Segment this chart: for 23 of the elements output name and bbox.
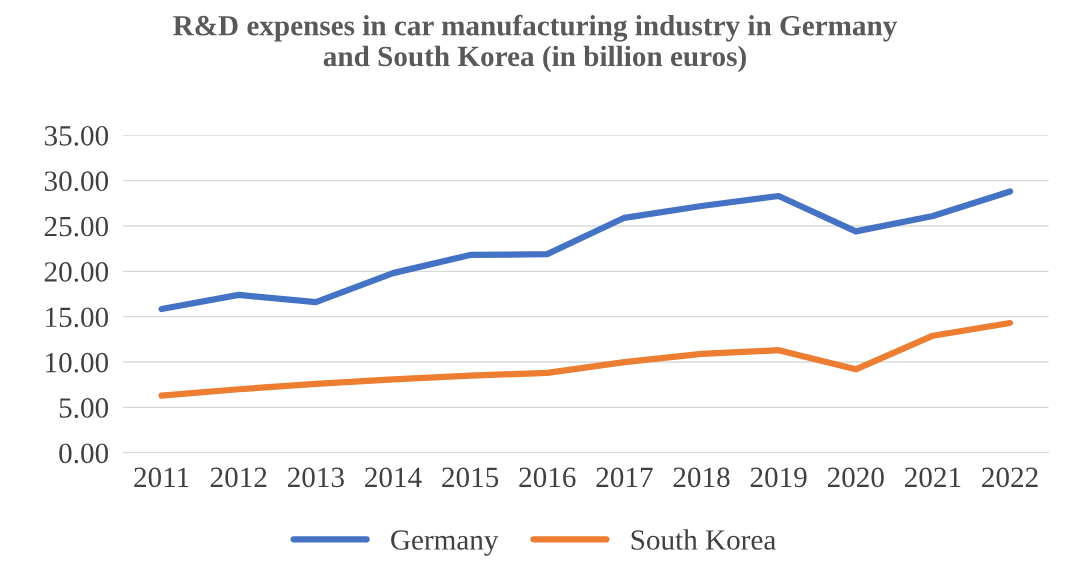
- x-tick-label: 2021: [905, 467, 961, 488]
- x-tick-label: 2015: [442, 467, 499, 488]
- y-tick-label: 10.00: [46, 352, 109, 373]
- y-tick-label: 0.00: [59, 443, 109, 464]
- y-tick-label: 15.00: [46, 307, 109, 328]
- x-tick-label: 2011: [134, 467, 189, 488]
- x-tick-label: 2019: [750, 467, 807, 488]
- x-tick-label: 2012: [210, 467, 267, 488]
- chart-title: R&D expenses in car manufacturing industry in Germany and South Korea (in billion euros): [173, 14, 898, 73]
- y-tick-label: 35.00: [44, 125, 109, 146]
- x-tick-label: 2020: [827, 467, 884, 488]
- legend-label: South Korea: [631, 529, 776, 550]
- x-tick-label: 2018: [673, 467, 730, 488]
- legend-label: Germany: [391, 530, 499, 556]
- x-tick-label: 2014: [365, 467, 422, 488]
- y-tick-label: 20.00: [44, 262, 109, 282]
- x-tick-label: 2017: [596, 467, 653, 488]
- y-tick-label: 25.00: [44, 216, 109, 237]
- y-tick-label: 5.00: [59, 398, 109, 418]
- x-tick-label: 2016: [519, 467, 576, 488]
- x-tick-label: 2013: [287, 467, 344, 488]
- y-tick-label: 30.00: [44, 171, 109, 192]
- x-tick-label: 2022: [982, 467, 1038, 488]
